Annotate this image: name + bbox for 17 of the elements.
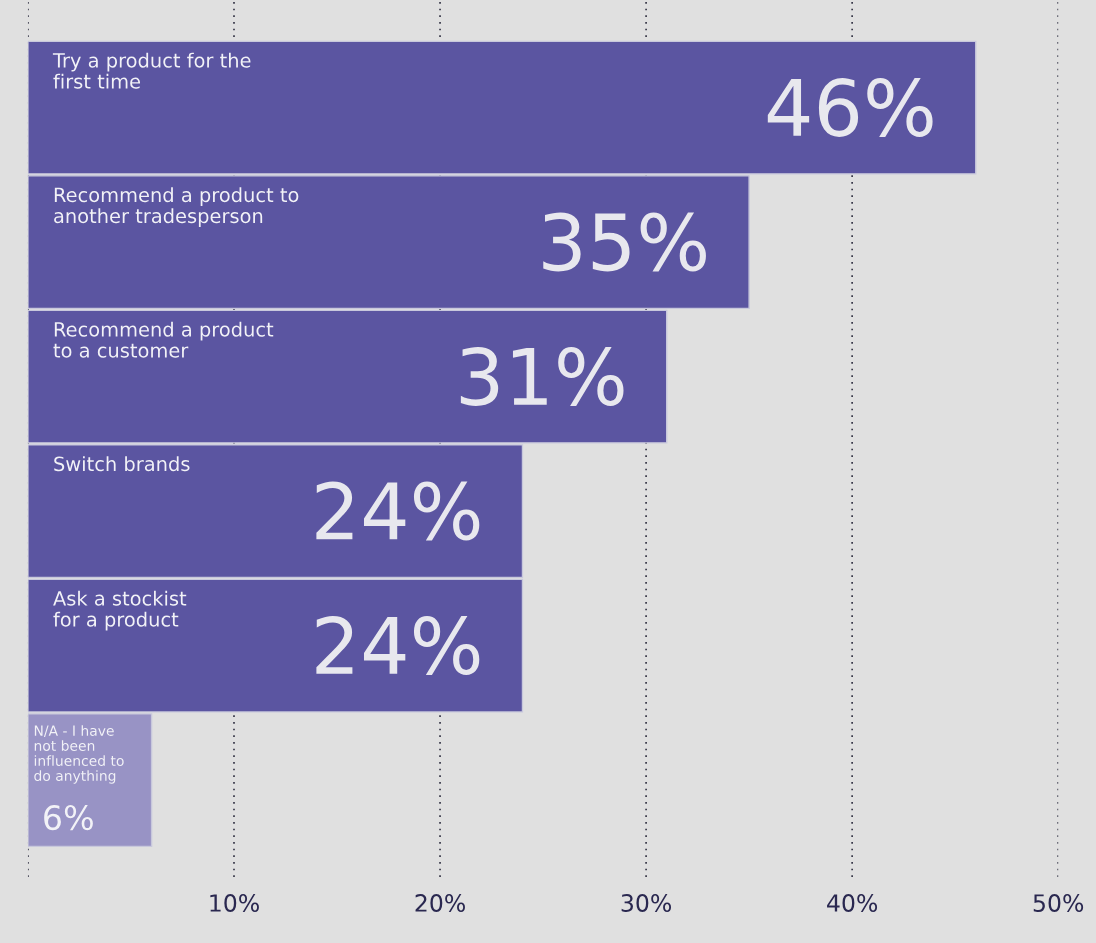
data-label: 6% [44,804,93,831]
x-tick-label: 30% [621,894,672,912]
data-label: 24% [316,616,480,675]
x-tick-label: 20% [415,894,465,912]
y-tick-label: Try a product for the first time [52,52,251,89]
y-tick-label: Switch brands [54,456,190,472]
x-tick-label: 10% [210,894,259,912]
y-tick-label: Ask a stockist for a product [53,590,187,631]
data-label: 24% [316,481,480,541]
data-label: 46% [767,78,933,137]
y-tick-label: Recommend a product to a customer [53,321,274,358]
y-tick-label: N/A - I have not been influenced to do anything [34,725,124,784]
y-tick-label: Recommend a product to another tradesperson [54,187,299,227]
x-tick-label: 40% [827,894,878,912]
data-label: 31% [460,347,624,406]
x-tick-label: 50% [1033,894,1084,912]
data-label: 35% [543,212,706,272]
